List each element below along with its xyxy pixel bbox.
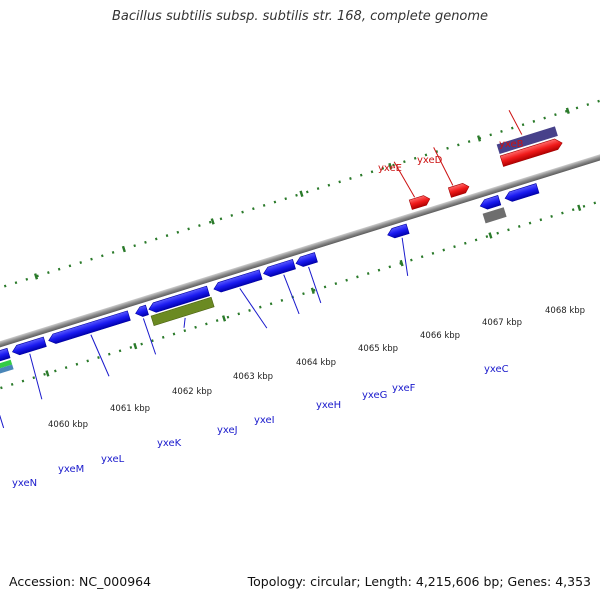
gene-label-yxeC: yxeC (484, 364, 509, 375)
gene-yxeL[interactable] (11, 336, 47, 357)
gene-yxeC[interactable] (386, 223, 410, 240)
gene-yxeH[interactable] (212, 269, 263, 294)
feature-gray (482, 207, 507, 224)
gene-label-yxeF: yxeF (392, 383, 416, 394)
genome-backbone (0, 133, 600, 371)
gene-label-yxeI: yxeI (254, 415, 275, 426)
gene-label-yxeB: yxeB (499, 139, 524, 150)
gene-yxeB[interactable] (499, 137, 563, 167)
reverse-gene-track (0, 183, 540, 373)
gene-yxeM[interactable] (0, 347, 11, 373)
ruler-label-4062: 4062 kbp (172, 387, 212, 397)
gene-label-yxeE: yxeE (378, 163, 402, 174)
reverse-leader-lines (0, 237, 409, 429)
gene-yxeI[interactable] (147, 285, 211, 314)
inner-major-ticks (45, 204, 582, 377)
gene-label-yxeH: yxeH (316, 400, 341, 411)
feature-purple (496, 126, 558, 155)
gene-reverse-2[interactable] (479, 195, 502, 210)
gene-yxeF[interactable] (294, 252, 318, 269)
ruler-label-4065: 4065 kbp (358, 344, 398, 354)
ruler-label-4068: 4068 kbp (545, 306, 585, 316)
ruler-label-4066: 4066 kbp (420, 331, 460, 341)
ruler-label-4061: 4061 kbp (110, 404, 150, 414)
gene-label-yxeK: yxeK (157, 438, 182, 449)
forward-gene-labels: yxeE yxeD yxeB (378, 139, 524, 174)
ruler-label-4064: 4064 kbp (296, 358, 336, 368)
reverse-gene-labels: yxeN yxeM yxeL yxeK yxeJ yxeI yxeH yxeG … (12, 364, 509, 489)
gene-label-yxeM: yxeM (58, 464, 84, 475)
accession-text: Accession: NC_000964 (9, 574, 152, 589)
gene-label-yxeJ: yxeJ (217, 425, 238, 436)
feature-steel (0, 364, 14, 385)
gene-yxeE[interactable] (408, 194, 431, 210)
forward-leader-lines (393, 110, 523, 198)
gene-label-yxeN: yxeN (12, 478, 37, 489)
gene-reverse-3[interactable] (504, 183, 540, 204)
outer-major-ticks (34, 107, 570, 280)
ruler-label-4067: 4067 kbp (482, 318, 522, 328)
gene-label-yxeD: yxeD (417, 155, 443, 166)
feature-olive (150, 296, 215, 326)
gene-yxeK[interactable] (47, 310, 131, 346)
gene-yxeG[interactable] (262, 258, 296, 278)
inner-tick-ruler (0, 175, 600, 410)
ruler-labels: 4060 kbp 4061 kbp 4062 kbp 4063 kbp 4064… (48, 306, 585, 430)
genome-title: Bacillus subtilis subsp. subtilis str. 1… (111, 9, 489, 24)
gene-label-yxeG: yxeG (362, 390, 387, 401)
ruler-label-4060: 4060 kbp (48, 420, 88, 430)
gene-label-yxeL: yxeL (101, 454, 125, 465)
gene-yxeJ[interactable] (134, 304, 149, 318)
gene-yxeD[interactable] (447, 182, 470, 198)
topology-text: Topology: circular; Length: 4,215,606 bp… (247, 574, 591, 589)
ruler-label-4063: 4063 kbp (233, 372, 273, 382)
